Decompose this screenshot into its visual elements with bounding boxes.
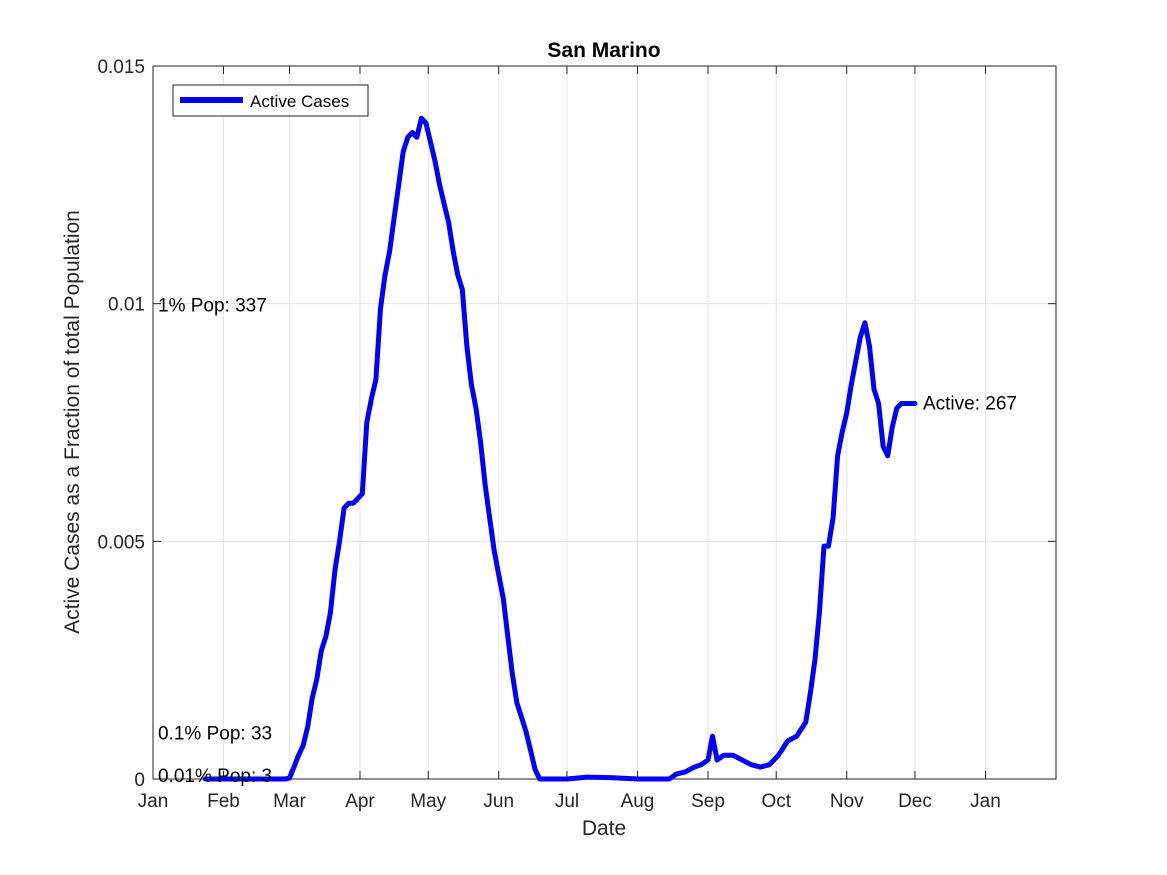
x-tick-label: Mar: [273, 791, 306, 812]
chart-title: San Marino: [547, 39, 660, 62]
legend-label-active-cases: Active Cases: [250, 92, 349, 111]
y-tick-label: 0.005: [97, 532, 145, 553]
annotation-label: 1% Pop: 337: [158, 296, 267, 317]
y-tick-label: 0.015: [97, 57, 145, 78]
y-tick-label: 0.01: [108, 295, 145, 316]
x-tick-label: Aug: [621, 791, 655, 812]
annot-layer: 1% Pop: 337 0.1% Pop: 33 0.01% Pop: 3 Activ…: [158, 296, 1017, 788]
ticks-layer: Jan Feb Mar Apr May Jun Jul Aug Sep Oct Nov Dec Jan0…: [97, 57, 1056, 812]
y-axis-label: Active Cases as a Fraction of total Popu…: [61, 210, 84, 634]
x-tick-label: Sep: [691, 791, 725, 812]
x-tick-label: Jan: [138, 791, 169, 812]
x-tick-label: Feb: [207, 791, 240, 812]
legend: Active Cases: [172, 84, 369, 117]
y-tick-label: 0: [134, 770, 145, 791]
x-tick-label: Jul: [555, 791, 579, 812]
x-tick-label: Oct: [761, 791, 791, 812]
x-tick-label: May: [410, 791, 446, 812]
series-line-active-cases: [202, 115, 918, 782]
x-axis-label: Date: [582, 817, 626, 840]
annotation-label: Active: 267: [923, 393, 1017, 414]
x-tick-label: Jan: [970, 791, 1001, 812]
x-tick-label: Nov: [830, 791, 864, 812]
x-tick-label: Dec: [898, 791, 932, 812]
x-tick-label: Jun: [483, 791, 514, 812]
series-layer: [202, 115, 918, 782]
annotation-label: 0.01% Pop: 3: [158, 766, 272, 787]
annotation-label: 0.1% Pop: 33: [158, 723, 272, 744]
x-tick-label: Apr: [345, 791, 375, 812]
